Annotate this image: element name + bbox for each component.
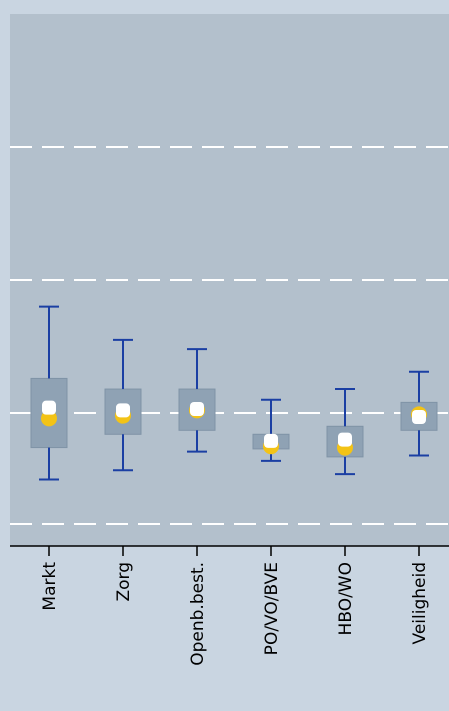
- mean-marker: [116, 403, 130, 418]
- box-veiligheid: [400, 370, 438, 457]
- x-tick-label: Veiligheid: [410, 562, 430, 644]
- x-tick-label: Zorg: [114, 562, 134, 602]
- x-tick-label: PO/VO/BVE: [262, 562, 282, 655]
- box-openb-best-: [178, 348, 216, 453]
- x-axis-ticks: Markt Zorg Openb.best. PO/VO/BVE HBO/WO Veili…: [40, 546, 430, 666]
- x-tick-label: Markt: [40, 562, 60, 611]
- mean-marker: [412, 409, 426, 424]
- box-markt: [30, 305, 68, 481]
- mean-marker: [338, 432, 352, 447]
- mean-marker: [264, 433, 278, 448]
- mean-marker: [190, 402, 204, 417]
- box-zorg: [104, 338, 142, 472]
- x-tick-label: Openb.best.: [188, 562, 208, 666]
- box-series: [30, 305, 438, 481]
- x-tick-label: HBO/WO: [336, 562, 356, 635]
- box-po-vo-bve: [252, 398, 290, 462]
- gridlines: [10, 146, 449, 525]
- mean-marker: [42, 400, 56, 415]
- box-hbo-wo: [326, 388, 364, 476]
